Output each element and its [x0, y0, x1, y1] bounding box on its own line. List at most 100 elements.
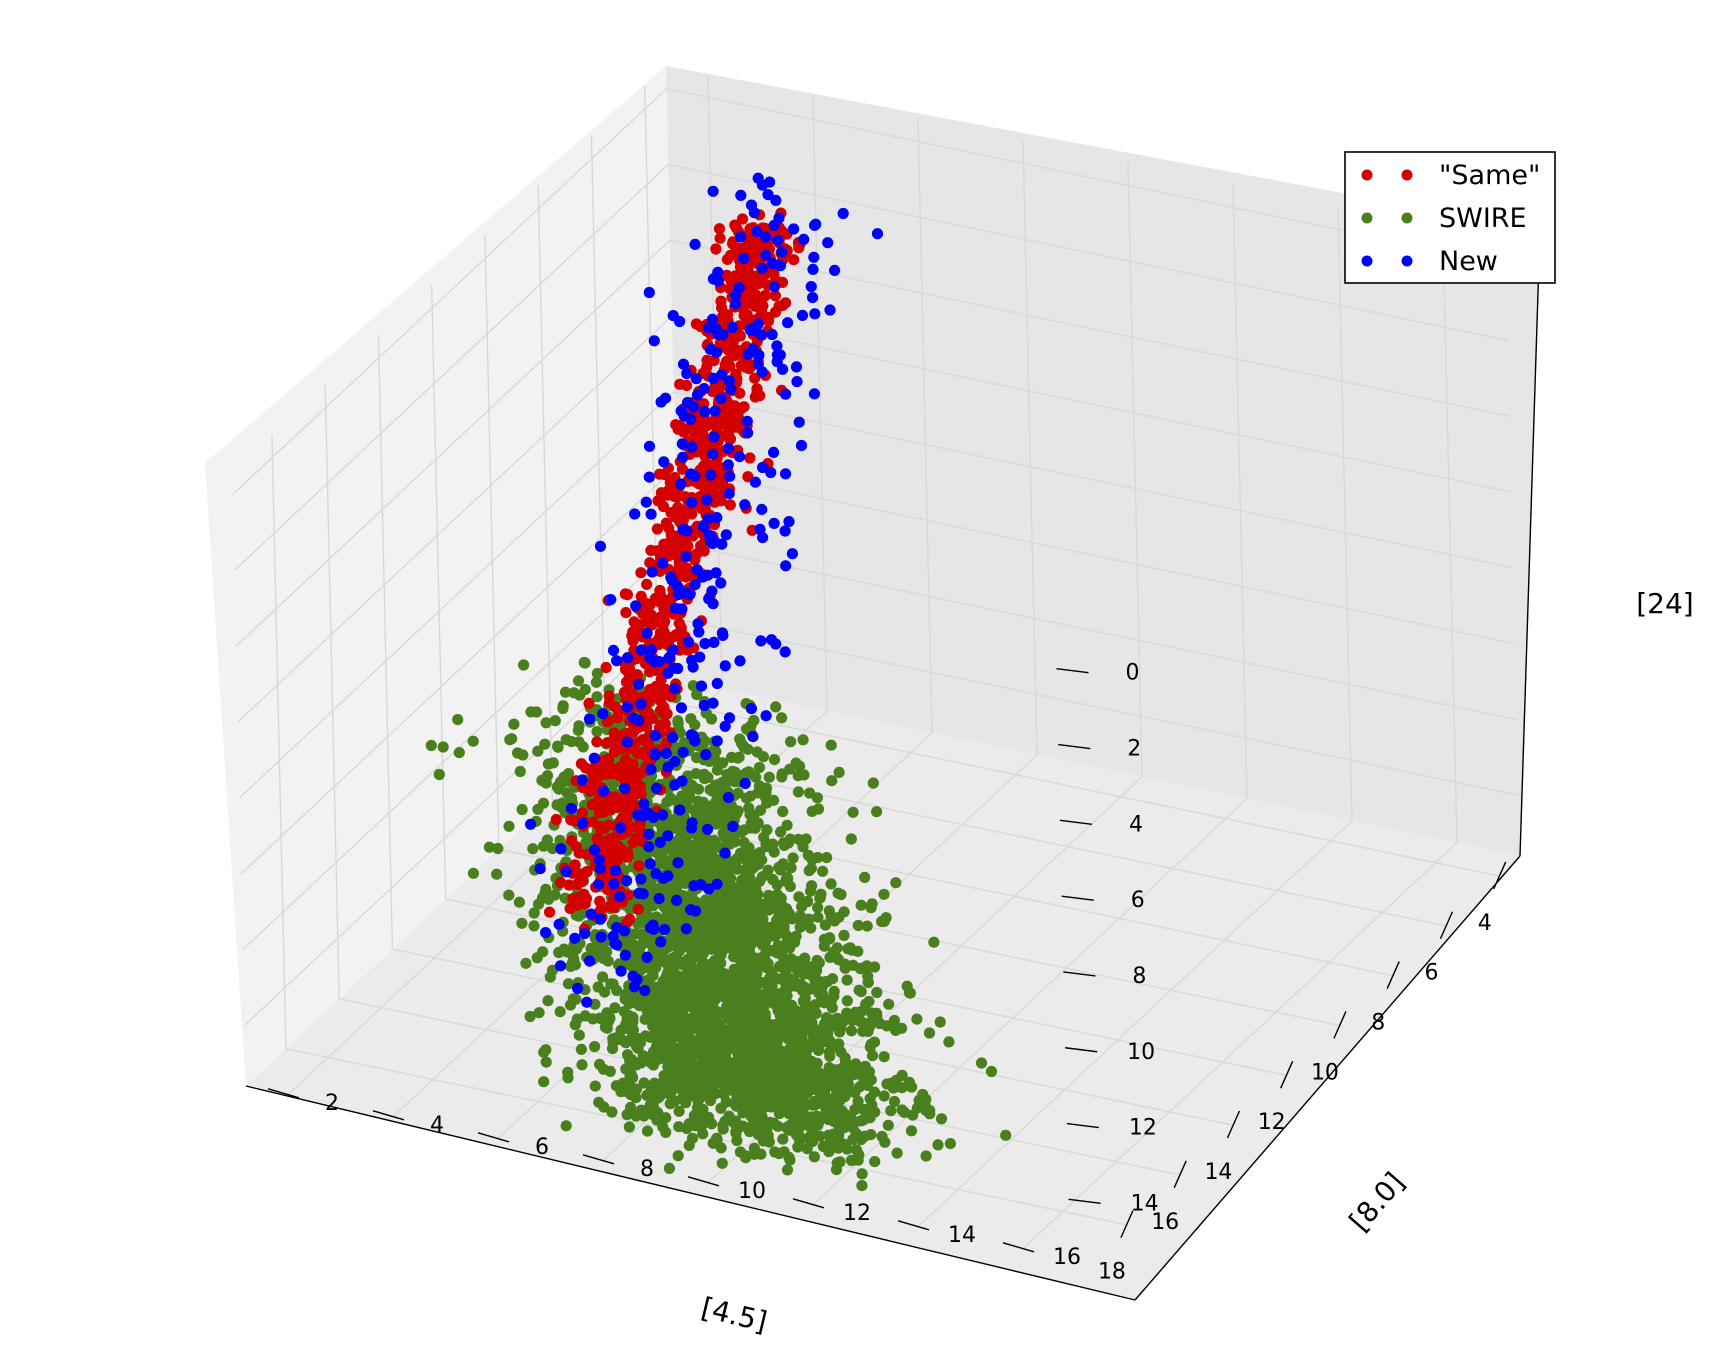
data-point [576, 817, 589, 829]
data-point [841, 974, 853, 986]
data-point [622, 676, 634, 688]
data-point [805, 281, 817, 293]
data-point [611, 922, 623, 934]
data-point [660, 747, 673, 760]
data-point [859, 871, 871, 884]
data-point [682, 540, 694, 552]
y-tick [477, 1132, 510, 1143]
data-point [533, 1007, 545, 1019]
data-point [614, 822, 627, 834]
data-point [837, 207, 849, 220]
data-point [780, 560, 792, 572]
data-point [637, 608, 649, 620]
data-point [787, 1068, 799, 1080]
data-point [607, 850, 619, 862]
data-point [698, 383, 710, 395]
data-point [686, 866, 698, 878]
data-point [787, 852, 799, 864]
data-point [768, 754, 781, 766]
data-point [822, 1108, 835, 1120]
data-point [775, 907, 788, 920]
data-point [591, 736, 603, 748]
data-point [775, 826, 787, 838]
data-point [643, 440, 656, 452]
data-point [433, 768, 445, 781]
data-point [735, 1019, 748, 1031]
data-point [768, 1117, 780, 1129]
data-point [871, 228, 884, 240]
data-point [567, 893, 579, 905]
data-point [757, 461, 769, 474]
data-point [516, 803, 528, 816]
data-point [812, 851, 824, 864]
data-point [854, 1016, 867, 1028]
data-point [719, 720, 731, 732]
data-point [771, 356, 783, 368]
data-point [782, 317, 794, 329]
data-point [806, 880, 818, 892]
data-point [670, 982, 683, 995]
data-point [527, 843, 539, 855]
data-point [630, 600, 642, 612]
data-point [483, 841, 495, 853]
data-point [594, 540, 607, 552]
data-point [690, 905, 702, 917]
data-point [891, 1147, 903, 1159]
y-tick-label: 8 [640, 1157, 654, 1182]
data-point [677, 523, 689, 536]
data-point [676, 559, 689, 571]
data-point [624, 765, 636, 778]
legend-marker-new [1401, 255, 1413, 267]
data-point [755, 635, 767, 647]
data-point [685, 496, 698, 508]
data-point [627, 635, 639, 647]
data-point [643, 841, 655, 853]
data-point [793, 1053, 805, 1065]
data-point [672, 1150, 684, 1162]
data-point [869, 1156, 881, 1168]
data-point [857, 1025, 869, 1037]
data-point [814, 1089, 827, 1101]
data-point [627, 626, 639, 638]
y-tick-label: 12 [843, 1201, 871, 1226]
data-point [607, 978, 619, 990]
data-point [817, 988, 829, 1001]
data-point [821, 852, 833, 864]
data-point [569, 859, 581, 871]
data-point [772, 1004, 784, 1017]
data-point [552, 741, 564, 753]
data-point [541, 770, 554, 782]
data-point [663, 1162, 676, 1174]
data-point [773, 973, 785, 985]
data-point [643, 286, 655, 299]
data-point [716, 813, 728, 825]
data-point [824, 933, 836, 945]
data-point [898, 1106, 911, 1118]
data-point [641, 578, 653, 591]
data-point [668, 662, 680, 674]
data-point [699, 843, 711, 855]
data-point [707, 915, 719, 927]
x-gridline [658, 699, 1499, 877]
data-point [691, 1063, 703, 1075]
data-point [651, 782, 663, 794]
data-point [767, 258, 779, 270]
data-point [772, 234, 784, 246]
data-point [562, 946, 574, 958]
data-point [833, 1120, 845, 1132]
x-tick-label: 6 [1424, 961, 1438, 986]
data-point [719, 908, 731, 920]
data-point [724, 249, 737, 261]
data-point [598, 785, 610, 797]
data-point [805, 922, 817, 934]
data-point [709, 958, 721, 970]
data-point [692, 783, 705, 795]
data-point [944, 1138, 957, 1150]
data-point [690, 804, 702, 817]
data-point [594, 913, 606, 925]
data-point [557, 702, 569, 715]
data-point [610, 865, 622, 877]
data-point [525, 706, 537, 718]
data-point [706, 1027, 719, 1039]
data-point [794, 760, 806, 772]
